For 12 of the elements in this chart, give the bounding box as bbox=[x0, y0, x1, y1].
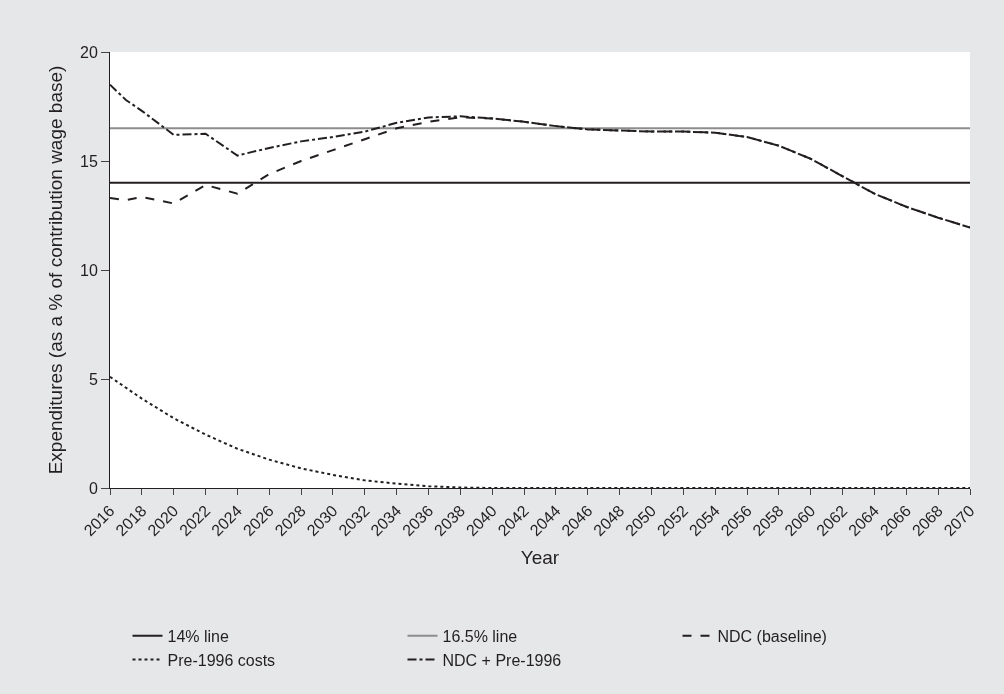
y-tick-label: 5 bbox=[88, 370, 98, 388]
y-tick-label: 15 bbox=[80, 152, 98, 170]
legend-label: NDC + Pre-1996 bbox=[442, 651, 562, 669]
legend-label: 16.5% line bbox=[442, 627, 518, 645]
y-tick-label: 0 bbox=[88, 479, 98, 497]
legend-label: 14% line bbox=[167, 627, 229, 645]
legend-label: Pre-1996 costs bbox=[167, 651, 276, 669]
y-tick-label: 10 bbox=[80, 261, 98, 279]
x-axis-title: Year bbox=[520, 546, 560, 568]
legend-label: NDC (baseline) bbox=[717, 627, 827, 645]
y-axis-title: Expenditures (as a % of contribution wage base) bbox=[45, 65, 66, 475]
y-tick-label: 20 bbox=[80, 43, 98, 61]
